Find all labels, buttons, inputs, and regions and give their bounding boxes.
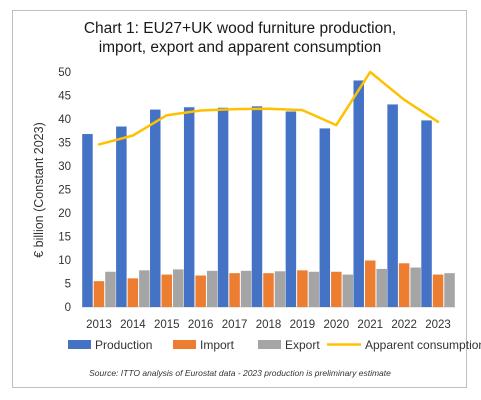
legend-swatch-import [173,340,196,349]
x-tick-label: 2021 [357,319,383,331]
bar-export [274,271,286,307]
chart-title-line-1: Chart 1: EU27+UK wood furniture producti… [84,20,396,37]
x-tick-label: 2015 [154,319,180,331]
y-tick-label: 45 [58,91,71,103]
x-tick-label: 2017 [222,319,248,331]
x-tick-label: 2022 [391,319,417,331]
bar-import [297,270,308,307]
bar-production [150,109,161,307]
y-tick-label: 5 [65,279,71,291]
source-note: Source: ITTO analysis of Eurostat data -… [89,368,391,378]
legend-label-export: Export [285,338,320,352]
bar-import [398,263,410,307]
line-group [97,70,440,146]
legend-swatch-export [258,340,281,349]
y-axis-label: € billion (Constant 2023) [32,122,46,258]
x-tick-label: 2023 [425,319,451,331]
x-tick-label: 2013 [86,319,112,331]
y-tick-label: 50 [58,67,71,79]
bar-export [342,274,354,307]
bar-import [93,281,105,307]
bar-export [206,270,218,307]
x-tick-label: 2020 [324,319,350,331]
y-tick-label: 15 [58,232,71,244]
x-tick-label: 2019 [290,319,316,331]
bar-import [364,260,376,307]
bar-production [387,104,398,308]
bar-import [331,271,342,307]
x-tick-label: 2016 [188,319,214,331]
bar-production [319,128,331,307]
bar-production [251,106,263,307]
bars-group [82,80,455,308]
bar-import [432,274,444,307]
chart-title-line-2: import, export and apparent consumption [99,39,382,56]
bar-production [285,111,297,307]
legend-label-production: Production [95,338,152,352]
legend: Production Import Export Apparent consumpti… [68,338,481,352]
y-tick-label: 40 [58,114,71,126]
legend-label-apparent-consumption: Apparent consumption [365,338,481,352]
x-tick-labels: 2013 2014 2015 2016 2017 2018 2019 2020 2021 2022… [86,319,451,331]
line-apparent-consumption [97,70,440,146]
bar-production [116,126,127,308]
y-tick-label: 35 [58,138,71,150]
y-tick-label: 10 [58,255,71,267]
bar-export [376,268,387,307]
bar-export [105,271,116,307]
bar-export [240,270,252,307]
bar-import [161,274,173,307]
y-tick-label: 30 [58,161,71,173]
bar-import [229,273,240,307]
bar-production [217,107,229,307]
bar-export [410,267,421,307]
bar-production [421,120,432,307]
bar-export [444,273,455,307]
x-tick-label: 2014 [120,319,146,331]
bar-production [353,80,364,308]
bar-production [82,134,93,307]
y-tick-label: 20 [58,208,71,220]
y-tick-label: 25 [58,185,71,197]
y-tick-label: 0 [65,302,71,314]
legend-label-import: Import [200,338,235,352]
bar-export [139,270,150,307]
bar-import [127,278,139,307]
y-tick-labels: 0 5 10 15 20 25 30 35 40 45 50 [58,67,71,314]
bar-export [308,271,320,307]
x-tick-label: 2018 [256,319,282,331]
bar-import [195,275,206,307]
legend-swatch-production [68,340,91,349]
bar-production [183,107,195,307]
bar-export [173,269,184,307]
bar-import [263,273,274,307]
